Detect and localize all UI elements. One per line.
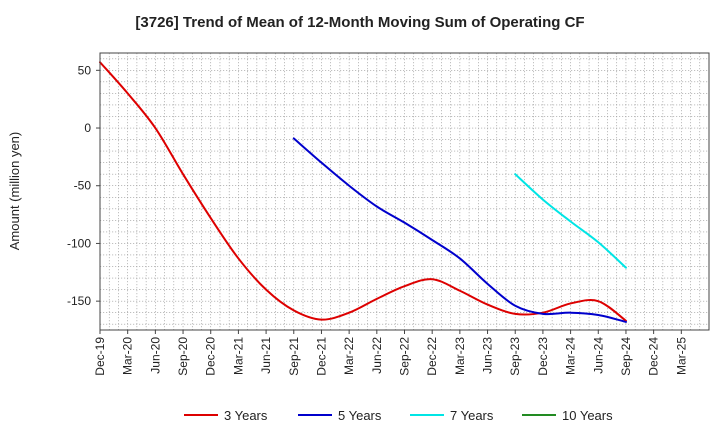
- x-tick-label: Dec-22: [425, 337, 439, 376]
- legend-item-3-years: 3 Years: [184, 408, 268, 423]
- x-tick-label: Mar-22: [342, 337, 356, 375]
- legend-item-5-years: 5 Years: [298, 408, 382, 423]
- series-line-7-years: [514, 173, 627, 269]
- x-tick-label: Dec-21: [314, 337, 328, 376]
- chart-title: [3726] Trend of Mean of 12-Month Moving …: [135, 14, 585, 31]
- x-tick-label: Jun-22: [370, 337, 384, 374]
- legend: 3 Years 5 Years 7 Years 10 Years: [184, 408, 613, 423]
- x-tick-label: Dec-23: [536, 337, 550, 376]
- x-tick-label: Jun-20: [148, 337, 162, 374]
- legend-label: 7 Years: [450, 408, 494, 423]
- legend-item-10-years: 10 Years: [522, 408, 613, 423]
- x-tick-label: Sep-24: [619, 337, 633, 376]
- x-tick-label: Mar-20: [121, 337, 135, 375]
- x-tick-label: Jun-24: [591, 337, 605, 374]
- legend-label: 3 Years: [224, 408, 268, 423]
- x-tick-label: Sep-20: [176, 337, 190, 376]
- y-tick-label: -150: [67, 294, 91, 308]
- x-tick-label: Jun-21: [259, 337, 273, 374]
- x-tick-labels: Dec-19 Mar-20 Jun-20 Sep-20 Dec-20 Mar-21 Jun-…: [93, 330, 688, 376]
- y-tick-label: -100: [67, 236, 91, 250]
- series-lines: [99, 61, 627, 323]
- x-tick-label: Dec-24: [647, 337, 661, 376]
- legend-label: 5 Years: [338, 408, 382, 423]
- x-tick-label: Mar-25: [674, 337, 688, 375]
- y-tick-label: -50: [74, 179, 92, 193]
- x-tick-label: Dec-20: [204, 337, 218, 376]
- x-tick-label: Mar-24: [564, 337, 578, 375]
- x-tick-label: Sep-22: [398, 337, 412, 376]
- legend-label: 10 Years: [562, 408, 613, 423]
- grid-lines: [100, 53, 709, 330]
- x-tick-label: Jun-23: [481, 337, 495, 374]
- legend-item-7-years: 7 Years: [410, 408, 494, 423]
- x-tick-label: Mar-23: [453, 337, 467, 375]
- x-tick-label: Mar-21: [231, 337, 245, 375]
- y-axis-title: Amount (million yen): [7, 132, 22, 251]
- x-tick-label: Sep-23: [508, 337, 522, 376]
- series-line-5-years: [292, 137, 627, 323]
- y-tick-label: 50: [78, 63, 92, 77]
- y-tick-label: 0: [84, 121, 91, 135]
- y-tick-labels: 50 0 -50 -100 -150: [67, 63, 100, 308]
- x-tick-label: Sep-21: [287, 337, 301, 376]
- x-tick-label: Dec-19: [93, 337, 107, 376]
